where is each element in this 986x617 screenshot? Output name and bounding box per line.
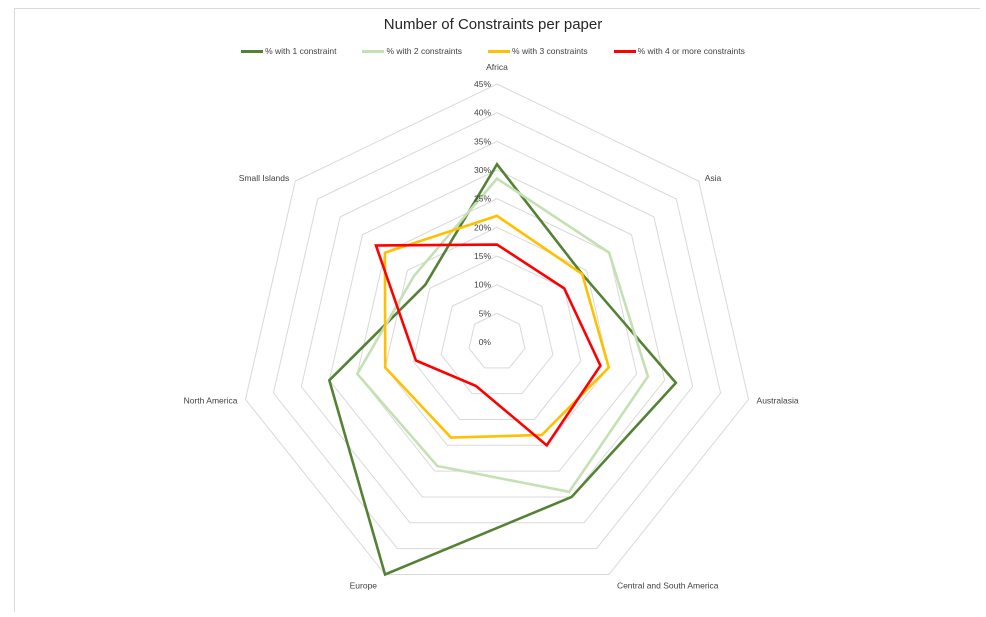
legend-label-1-constraint: % with 1 constraint	[265, 46, 337, 56]
r-tick-label: 10%	[474, 280, 491, 290]
series-line-1	[327, 161, 678, 577]
legend-swatch-4-constraints	[613, 49, 636, 53]
legend-item-3-constraints: % with 3 constraints	[488, 46, 588, 56]
gridline-ring	[300, 140, 694, 524]
gridline-ring	[468, 312, 526, 369]
r-tick-label: 35%	[474, 136, 491, 146]
r-tick-label: 15%	[474, 251, 491, 261]
category-label: Africa	[486, 62, 508, 72]
series-line-4	[374, 243, 602, 448]
category-label: Central and South America	[617, 580, 719, 590]
category-label: Small Islands	[239, 173, 290, 183]
legend-label-2-constraints: % with 2 constraints	[386, 46, 463, 56]
legend-item-4-constraints: % with 4 or more constraints	[613, 46, 745, 56]
chart-title: Number of Constraints per paper	[383, 16, 603, 33]
legend-item-2-constraints: % with 2 constraints	[362, 46, 462, 56]
gridline-ring	[244, 83, 750, 575]
r-tick-label: 40%	[474, 108, 491, 118]
r-tick-label: 0%	[479, 337, 492, 347]
gridline-ring	[356, 198, 638, 472]
category-label: Australasia	[757, 395, 799, 405]
gridline-ring	[272, 112, 722, 550]
r-tick-label: 5%	[479, 308, 492, 318]
category-label: Europe	[350, 580, 378, 590]
category-label: Asia	[705, 173, 722, 183]
legend-label-3-constraints: % with 3 constraints	[512, 46, 588, 56]
r-tick-label: 20%	[474, 222, 491, 232]
gridline-ring	[412, 255, 582, 420]
category-label: North America	[184, 395, 238, 405]
legend-swatch-2-constraints	[362, 49, 385, 53]
gridline-ring	[328, 169, 666, 498]
chart-frame	[14, 8, 980, 612]
gridline-ring	[384, 226, 610, 446]
series-line-2	[355, 176, 650, 494]
legend-swatch-1-constraint	[241, 49, 264, 53]
legend-item-1-constraint: % with 1 constraint	[241, 46, 336, 56]
r-tick-label: 30%	[474, 165, 491, 175]
legend: % with 1 constraint % with 2 constraints…	[0, 46, 986, 56]
legend-swatch-3-constraints	[488, 49, 511, 53]
r-tick-label: 25%	[474, 194, 491, 204]
r-tick-label: 45%	[474, 79, 491, 89]
gridline-ring	[440, 284, 554, 395]
legend-label-4-constraints: % with 4 or more constraints	[637, 46, 745, 56]
